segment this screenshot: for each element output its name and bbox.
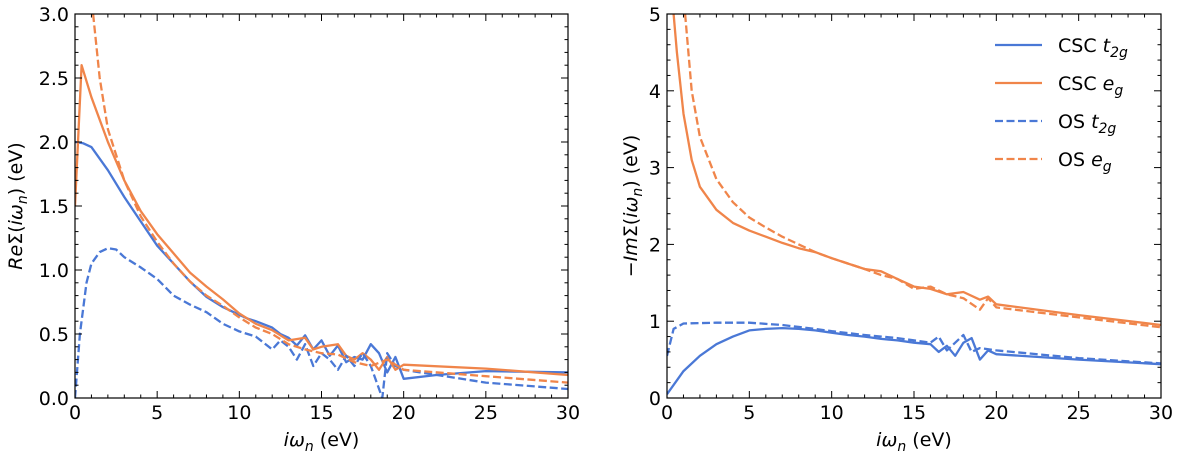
- legend-entry: CSC eg: [1058, 73, 1123, 99]
- x-tick-label: 25: [474, 402, 498, 424]
- y-label-prefix: −Im: [620, 237, 642, 277]
- x-tick-label: 15: [309, 402, 333, 424]
- y-tick-label: 0: [649, 388, 661, 410]
- x-tick-label: 25: [1067, 402, 1091, 424]
- y-tick-label: 2.0: [39, 132, 69, 154]
- y-tick-label: 1.0: [39, 260, 69, 282]
- legend-label: CSC: [1058, 73, 1103, 95]
- y-tick-label: 1.5: [39, 196, 69, 218]
- y-tick-label: 5: [649, 4, 661, 26]
- y-label-symbol: iω: [620, 197, 642, 218]
- y-label-prefix: Re: [5, 245, 27, 270]
- legend-subscript: g: [1114, 83, 1123, 99]
- x-label-unit: (eV): [314, 429, 360, 451]
- x-label-unit: (eV): [906, 429, 952, 451]
- x-label-symbol: iω: [284, 429, 305, 451]
- series-line-csc-t2g: [75, 140, 568, 380]
- x-label-symbol: iω: [876, 429, 897, 451]
- x-tick-label: 5: [151, 402, 163, 424]
- x-tick-label: 15: [902, 402, 926, 424]
- y-tick-label: 1: [649, 311, 661, 333]
- legend-label: CSC: [1058, 35, 1103, 57]
- series-line-os-eg: [91, 14, 568, 384]
- y-tick-label: 2.5: [39, 68, 69, 90]
- legend-label: OS: [1058, 111, 1091, 133]
- series-line-csc-t2g: [667, 326, 1161, 395]
- series-line-os-t2g: [667, 321, 1161, 365]
- x-tick-label: 10: [820, 402, 844, 424]
- legend-subscript: 2g: [1110, 45, 1128, 61]
- y-label-sigma: Σ(: [620, 218, 642, 237]
- y-tick-label: 2: [649, 234, 661, 256]
- series-line-os-t2g: [75, 247, 568, 398]
- series-line-csc-eg: [75, 64, 568, 377]
- legend-symbol: t: [1091, 111, 1100, 133]
- x-tick-label: 30: [1149, 402, 1173, 424]
- y-tick-label: 4: [649, 81, 661, 103]
- y-label-unit: (eV): [620, 135, 642, 181]
- y-label-subscript: n: [630, 188, 646, 197]
- y-label-sigma: Σ(: [5, 225, 27, 244]
- legend-entry: OS eg: [1058, 149, 1112, 175]
- y-label-close: ): [620, 180, 642, 187]
- y-label-symbol: iω: [5, 204, 27, 225]
- x-tick-label: 20: [984, 402, 1008, 424]
- x-label-subscript: n: [305, 439, 314, 455]
- y-tick-label: 0.5: [39, 324, 69, 346]
- x-tick-label: 10: [227, 402, 251, 424]
- series-line-os-eg: [683, 14, 1161, 329]
- y-tick-label: 3: [649, 158, 661, 180]
- y-label-unit: (eV): [5, 142, 27, 188]
- legend-symbol: e: [1103, 73, 1115, 95]
- y-axis-label: −ImΣ(iωn) (eV): [620, 135, 646, 278]
- x-tick-label: 0: [661, 402, 673, 424]
- legend-symbol: t: [1103, 35, 1112, 57]
- x-label-subscript: n: [897, 439, 906, 455]
- x-tick-label: 20: [392, 402, 416, 424]
- y-axis-label: ReΣ(iωn) (eV): [5, 142, 31, 269]
- x-tick-label: 0: [69, 402, 81, 424]
- y-tick-label: 3.0: [39, 4, 69, 26]
- legend-entry: OS t2g: [1058, 111, 1116, 137]
- legend-subscript: g: [1103, 159, 1112, 175]
- legend-entry: CSC t2g: [1058, 35, 1128, 61]
- x-tick-label: 5: [743, 402, 755, 424]
- legend-label: OS: [1058, 149, 1091, 171]
- y-label-subscript: n: [15, 195, 31, 204]
- legend-symbol: e: [1091, 149, 1103, 171]
- y-tick-label: 0.0: [39, 388, 69, 410]
- x-tick-label: 30: [556, 402, 580, 424]
- series-line-csc-eg: [672, 14, 1161, 327]
- x-axis-label: iωn (eV): [876, 429, 952, 455]
- legend-subscript: 2g: [1099, 121, 1117, 137]
- x-axis-label: iωn (eV): [284, 429, 360, 455]
- y-label-close: ): [5, 188, 27, 195]
